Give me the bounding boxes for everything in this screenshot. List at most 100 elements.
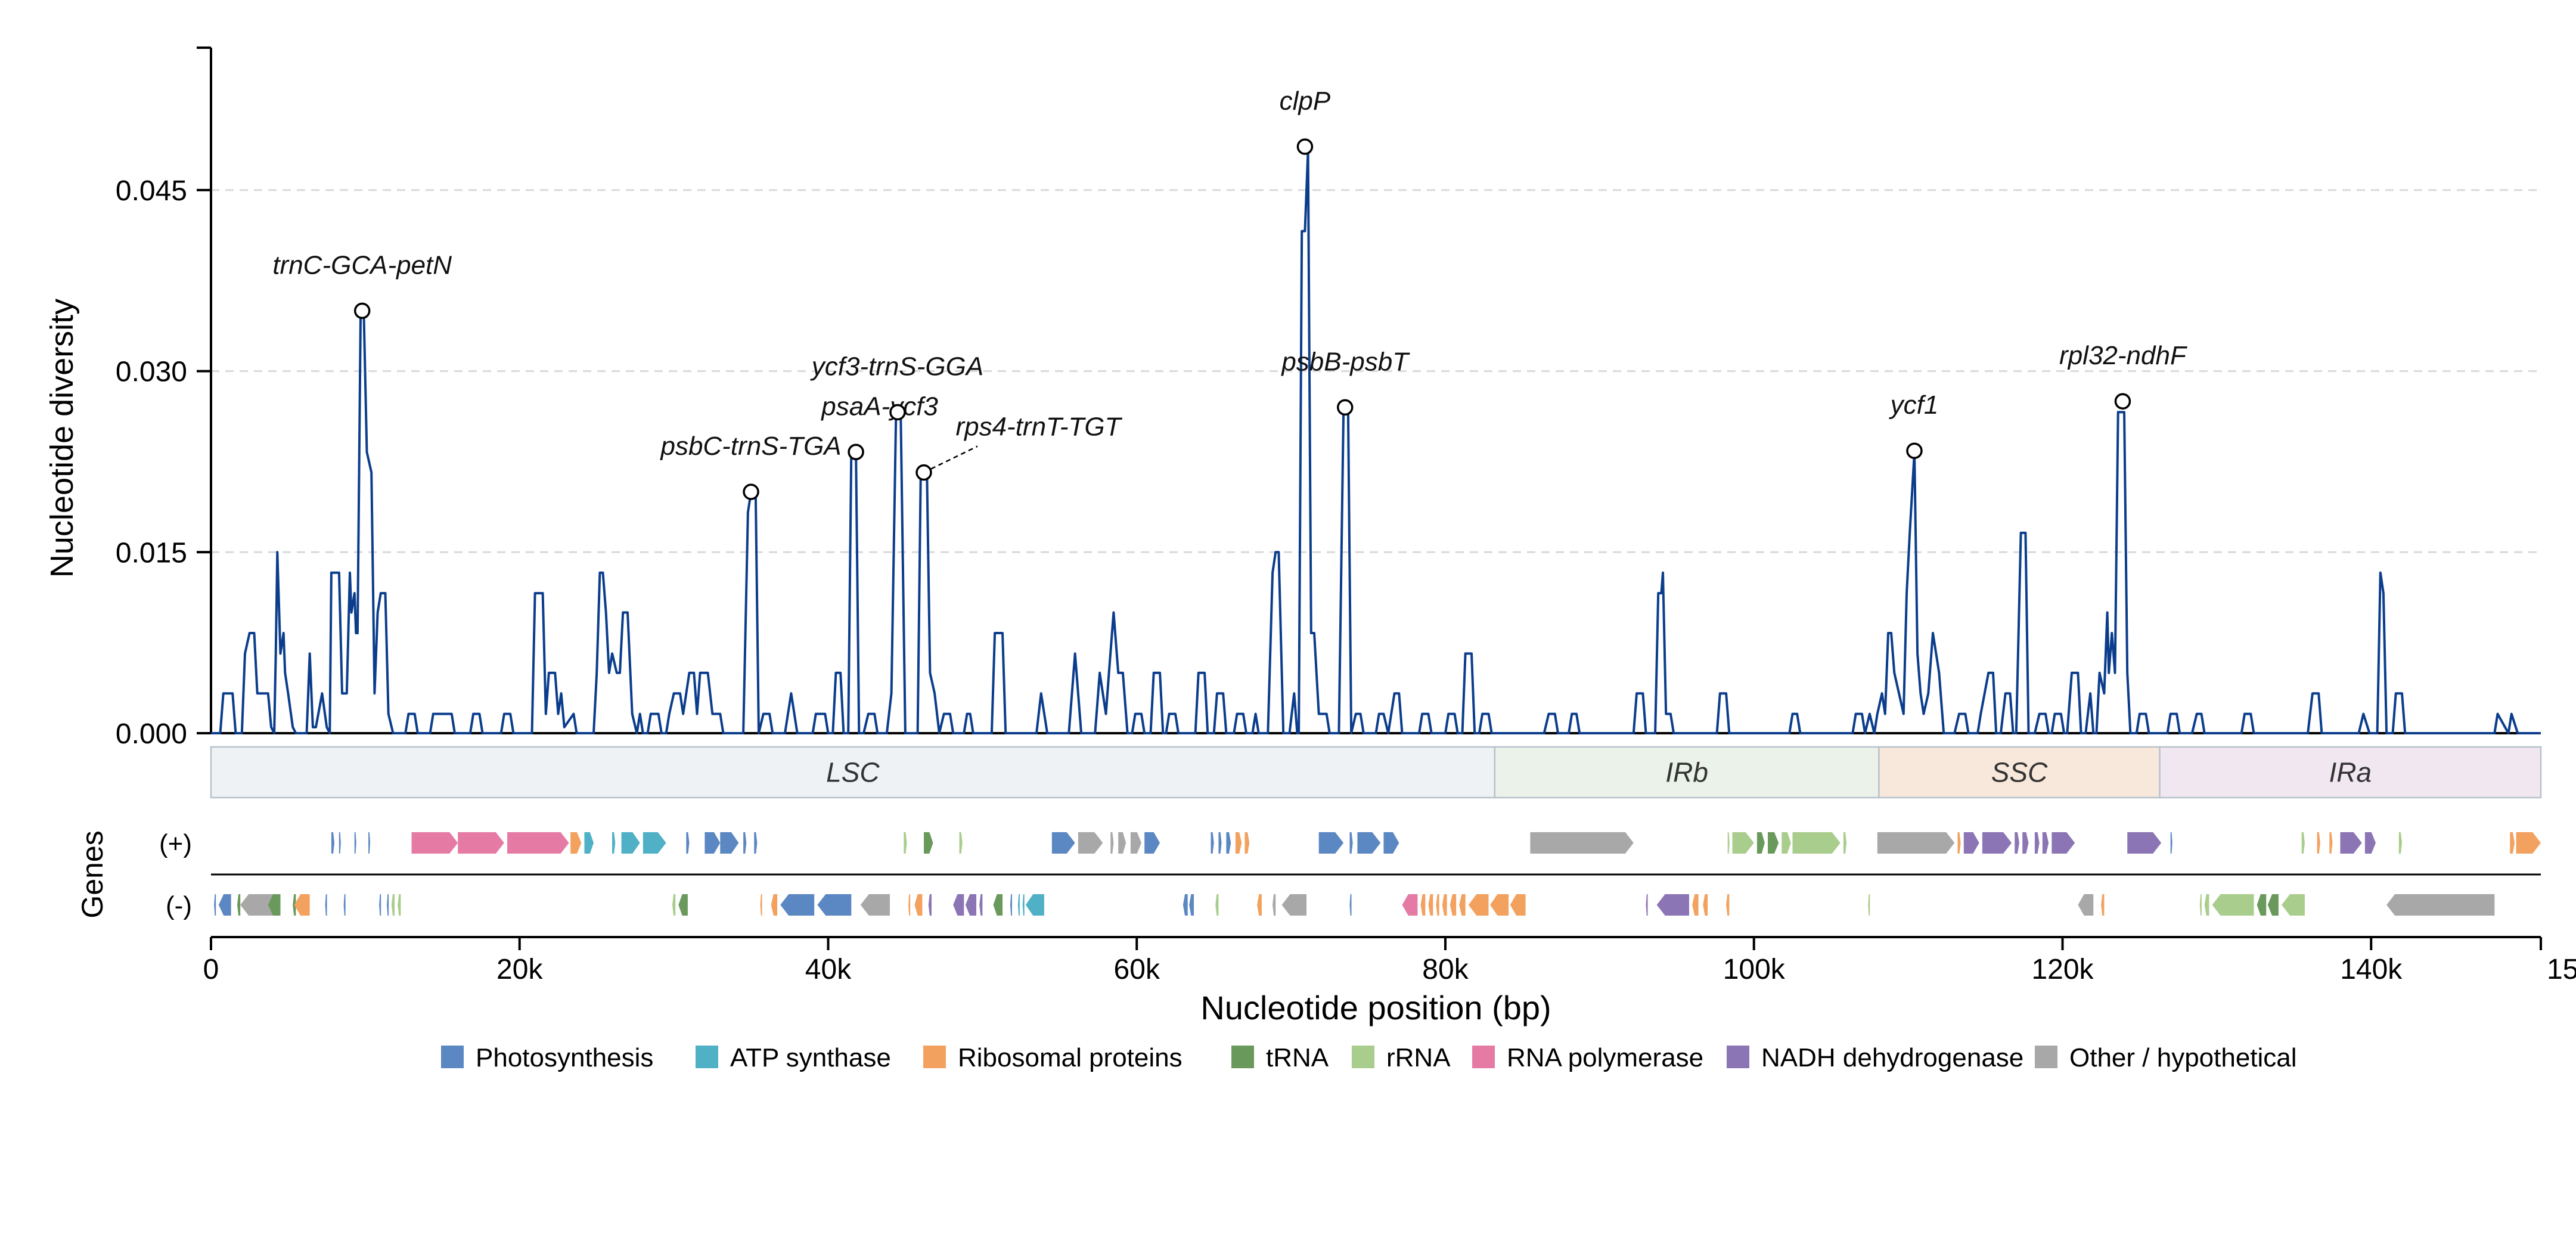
- gene-arrow: [2257, 894, 2267, 916]
- gene-arrow: [1877, 832, 1955, 854]
- strand-plus-label: (+): [159, 829, 192, 858]
- legend-label: NADH dehydrogenase: [1761, 1043, 2023, 1072]
- y-tick-label: 0.045: [116, 175, 187, 207]
- peak-leader-line: [930, 445, 978, 470]
- x-tick-label: 100k: [1723, 954, 1786, 985]
- gene-arrow: [1957, 832, 1961, 854]
- peak-label: trnC-GCA-petN: [272, 250, 452, 280]
- legend-label: rRNA: [1386, 1043, 1451, 1072]
- gene-arrow: [411, 832, 458, 854]
- peak-marker: [889, 404, 906, 421]
- gene-arrow: [1732, 832, 1754, 854]
- peak-label: rps4-trnT-TGT: [955, 413, 1122, 442]
- gene-arrow: [953, 894, 964, 916]
- region-ssc: [1878, 746, 2161, 799]
- gene-arrow: [2204, 894, 2209, 916]
- gene-arrow: [1727, 832, 1730, 854]
- y-tick-label: 0.030: [116, 356, 187, 388]
- gene-arrow: [1726, 894, 1730, 916]
- gene-arrow: [343, 894, 346, 916]
- gene-arrow: [2034, 832, 2040, 854]
- diversity-series-line: [211, 149, 2541, 734]
- gene-arrow: [1318, 832, 1344, 854]
- gene-arrow: [643, 832, 666, 854]
- legend-swatch: [696, 1046, 718, 1068]
- legend-swatch: [1727, 1046, 1749, 1068]
- gene-arrow: [1273, 894, 1276, 916]
- legend: Photosynthesis ATP synthase Ribosomal prot…: [441, 1043, 2297, 1072]
- strand-minus-label: (-): [166, 891, 192, 920]
- peak-marker: [848, 443, 864, 461]
- gene-arrow: [2282, 894, 2305, 916]
- x-tick-label: 140k: [2340, 954, 2403, 985]
- gene-arrow: [2042, 832, 2049, 854]
- gene-arrow: [2301, 832, 2305, 854]
- gene-arrow: [268, 894, 281, 916]
- legend-label: Other / hypothetical: [2069, 1043, 2297, 1072]
- gene-arrow: [331, 832, 335, 854]
- gene-arrow: [959, 832, 963, 854]
- region-ira: [2159, 746, 2542, 799]
- gene-arrow: [2329, 832, 2333, 854]
- gene-arrow: [904, 832, 907, 854]
- gene-arrow: [1510, 894, 1526, 916]
- gene-arrow: [1442, 894, 1447, 916]
- gene-arrow: [1490, 894, 1509, 916]
- gene-arrow: [1450, 894, 1457, 916]
- legend-label: ATP synthase: [730, 1043, 891, 1072]
- peak-marker: [1906, 442, 1923, 459]
- gene-arrow: [2267, 894, 2279, 916]
- genes-axis-label: Genes: [76, 830, 109, 918]
- gene-arrow: [2516, 832, 2541, 854]
- legend-swatch: [1472, 1046, 1495, 1068]
- peak-label: ycf3-trnS-GGA: [810, 352, 984, 381]
- gene-arrow: [339, 832, 341, 854]
- gene-arrow: [218, 894, 231, 916]
- gene-arrow: [2340, 832, 2362, 854]
- gene-arrow: [1782, 832, 1791, 854]
- legend-swatch: [2035, 1046, 2057, 1068]
- peak-label: rpl32-ndhF: [2059, 341, 2187, 370]
- gene-arrow: [754, 832, 758, 854]
- peak-label: psbB-psbT: [1280, 347, 1410, 376]
- y-axis: 0.000 0.015 0.030 0.045: [116, 46, 2541, 750]
- region-irb: [1494, 746, 1880, 799]
- gene-arrow: [1703, 894, 1708, 916]
- gene-arrow: [1792, 832, 1841, 854]
- x-tick-label: 120k: [2031, 954, 2094, 985]
- gene-arrow: [2052, 832, 2075, 854]
- gene-arrow: [354, 832, 356, 854]
- gene-arrow: [294, 894, 310, 916]
- x-tick-label: 80k: [1422, 954, 1469, 985]
- gene-arrow: [704, 832, 721, 854]
- x-tick-label: 40k: [805, 954, 852, 985]
- gene-arrow: [1017, 894, 1020, 916]
- gene-arrow: [1118, 832, 1126, 854]
- gene-arrow: [1656, 894, 1690, 916]
- gene-arrow: [993, 894, 1003, 916]
- gene-arrow: [2127, 832, 2162, 854]
- gene-arrow: [2398, 832, 2403, 854]
- gene-arrow: [678, 894, 688, 916]
- gene-arrow: [612, 832, 616, 854]
- gene-arrow: [1215, 894, 1219, 916]
- grid-lines: [211, 189, 2541, 553]
- x-axis: 0 20k 40k 60k 80k 100k 120k 140k 151k: [203, 936, 2576, 985]
- gene-arrow: [1459, 894, 1466, 916]
- legend-swatch: [923, 1046, 946, 1068]
- gene-arrow: [621, 832, 640, 854]
- gene-arrow: [928, 894, 932, 916]
- gene-arrow: [1868, 894, 1870, 916]
- x-tick-label: 0: [203, 954, 219, 985]
- gene-arrow: [1692, 894, 1699, 916]
- gene-arrow: [1349, 894, 1352, 916]
- gene-arrow: [570, 832, 582, 854]
- gene-arrow: [1257, 894, 1262, 916]
- gene-arrow: [2317, 832, 2320, 854]
- gene-arrow: [780, 894, 815, 916]
- gene-arrow: [2212, 894, 2254, 916]
- gene-arrow: [1982, 832, 2012, 854]
- gene-arrow: [771, 894, 778, 916]
- peak-marker: [1296, 138, 1314, 155]
